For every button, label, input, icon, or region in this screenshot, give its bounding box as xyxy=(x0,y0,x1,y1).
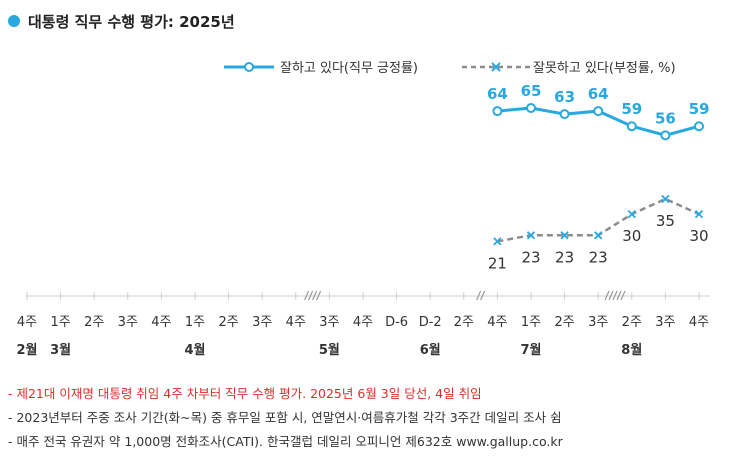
series-positive: 64 65 63 64 59 56 59 xyxy=(487,82,710,141)
month-label: 8월 xyxy=(621,342,642,358)
negative-data-label: 23 xyxy=(521,248,540,266)
x-tick-label: 4주 xyxy=(689,315,709,330)
x-tick-label: D-2 xyxy=(419,315,442,330)
negative-point xyxy=(526,231,536,240)
positive-data-label: 64 xyxy=(588,85,609,103)
note-3: - 매주 전국 유권자 약 1,000명 전화조사(CATI). 한국갤럽 데일… xyxy=(8,434,564,449)
month-label: 6월 xyxy=(420,342,441,358)
legend-positive-label: 잘하고 있다(직무 긍정률) xyxy=(280,61,418,76)
positive-data-label: 63 xyxy=(554,88,575,106)
x-tick-label: 4주 xyxy=(487,315,507,330)
x-tick-label: 1주 xyxy=(50,315,70,330)
legend-positive-marker-icon xyxy=(244,62,254,72)
x-tick-label: 3주 xyxy=(655,315,675,330)
negative-data-label: 30 xyxy=(689,227,708,245)
positive-data-label: 64 xyxy=(487,85,508,103)
x-tick-label: 1주 xyxy=(521,315,541,330)
month-label: 3월 xyxy=(50,342,71,358)
negative-point xyxy=(627,209,636,219)
negative-point xyxy=(694,209,704,219)
month-label: 2월 xyxy=(16,342,37,358)
positive-point xyxy=(626,121,637,132)
x-tick-label: 4주 xyxy=(151,315,171,330)
negative-data-label: 21 xyxy=(488,254,507,272)
month-label: 4월 xyxy=(184,342,205,358)
x-tick-label: 2주 xyxy=(622,315,642,330)
positive-point xyxy=(559,109,570,120)
x-tick-label: 4주 xyxy=(17,315,37,330)
x-tick-label: 3주 xyxy=(118,315,138,330)
negative-point xyxy=(493,237,502,246)
x-tick-label: D-6 xyxy=(385,315,408,330)
title-dot-icon xyxy=(8,15,20,27)
negative-data-label: 30 xyxy=(622,227,641,245)
positive-data-label: 59 xyxy=(621,100,642,118)
negative-data-label: 23 xyxy=(555,248,574,266)
axis-breaks xyxy=(304,290,626,301)
legend-negative-label: 잘못하고 있다(부정률, %) xyxy=(533,61,676,76)
axis-break-icon xyxy=(304,290,322,301)
negative-data-label: 35 xyxy=(656,212,675,230)
x-tick-label: 4주 xyxy=(353,315,373,330)
month-labels: 2월 3월 4월 5월 6월 7월 8월 xyxy=(16,342,642,358)
x-tick-label: 3주 xyxy=(588,315,608,330)
x-tick-label: 1주 xyxy=(185,315,205,330)
month-label: 5월 xyxy=(319,342,340,358)
month-label: 7월 xyxy=(520,342,541,358)
x-tick-label: 2주 xyxy=(554,315,574,330)
negative-point xyxy=(560,231,569,240)
positive-point xyxy=(593,106,604,117)
x-axis-ticks: 4주 1주 2주 3주 4주 1주 2주 3주 4주 3주 4주 D-6 D-2 2주 4주 1주 2주 3주 2주… xyxy=(17,292,709,330)
x-tick-label: 4주 xyxy=(286,315,306,330)
negative-point xyxy=(661,194,670,204)
x-tick-label: 2주 xyxy=(218,315,238,330)
axis-break-icon xyxy=(476,290,486,301)
axis-break-icon xyxy=(604,290,626,301)
legend: 잘하고 있다(직무 긍정률) 잘못하고 있다(부정률, %) xyxy=(224,61,676,76)
x-tick-label: 2주 xyxy=(84,315,104,330)
positive-point xyxy=(694,121,704,132)
positive-point xyxy=(492,106,503,117)
note-2: - 2023년부터 주중 조사 기간(화~목) 중 휴무일 포함 시, 연말연시… xyxy=(8,410,562,425)
x-tick-label: 3주 xyxy=(252,315,272,330)
positive-data-label: 59 xyxy=(689,100,710,118)
note-1: - 제21대 이재명 대통령 취임 4주 차부터 직무 수행 평가. 2025년… xyxy=(8,386,482,401)
positive-point xyxy=(660,130,671,141)
positive-data-label: 56 xyxy=(655,109,676,127)
chart-title: 대통령 직무 수행 평가: 2025년 xyxy=(28,13,235,31)
negative-data-label: 23 xyxy=(589,248,608,266)
legend-negative-marker-icon xyxy=(491,62,501,72)
negative-point xyxy=(594,231,603,240)
x-tick-label: 2주 xyxy=(454,315,474,330)
positive-data-label: 65 xyxy=(521,82,542,100)
x-tick-label: 3주 xyxy=(319,315,339,330)
positive-point xyxy=(526,103,536,114)
series-negative: 21 23 23 23 30 35 30 xyxy=(488,194,709,272)
